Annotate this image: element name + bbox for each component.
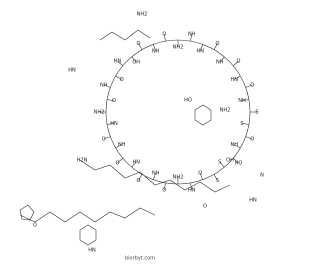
side-chain-label: HN: [68, 68, 76, 74]
atom-label: O: [216, 41, 220, 47]
side-chain-label: NH2: [137, 12, 148, 18]
atom-label: O: [120, 77, 124, 83]
atom-label: NH: [118, 142, 126, 148]
side-chain-label: H2N: [77, 158, 88, 164]
atom-label: HN: [231, 77, 239, 83]
atom-label: S: [255, 110, 258, 116]
atom-label: O: [250, 137, 254, 143]
side-chain-label: O: [33, 223, 37, 229]
atom-label: NH2: [173, 175, 184, 181]
side-chain-label: HN: [88, 248, 96, 254]
atom-label: HN: [110, 121, 118, 127]
atom-label: NH: [238, 98, 246, 104]
atom-label: HN: [188, 187, 196, 193]
atom-label: NH: [100, 82, 108, 88]
atom-label: HN: [196, 48, 204, 54]
atom-label: S: [218, 159, 221, 165]
atom-label: NH2: [94, 110, 105, 116]
atom-label: O: [237, 59, 241, 65]
side-chain-label: O: [203, 204, 207, 210]
atom-label: HN: [132, 159, 140, 165]
side-chain-label: OH: [226, 158, 234, 164]
side-chain-label: HO: [184, 98, 192, 104]
atom-label: NH: [231, 142, 239, 148]
background: [0, 0, 281, 265]
atom-label: O: [162, 32, 166, 38]
side-chain-label: N: [260, 173, 264, 179]
atom-label: NH: [152, 171, 160, 177]
atom-label: S: [240, 121, 243, 127]
atom-label: O: [198, 171, 202, 177]
atom-label: NH2: [173, 45, 184, 51]
side-chain-label: NH2: [220, 108, 231, 114]
atom-label: OH: [132, 60, 140, 66]
atom-label: O: [102, 137, 106, 143]
side-chain-label: HN: [249, 198, 257, 204]
atom-label: S: [216, 178, 219, 184]
atom-label: O: [137, 41, 141, 47]
atom-label: O: [162, 187, 166, 193]
atom-label: HN: [114, 59, 122, 65]
atom-label: O: [137, 178, 141, 184]
atom-label: O: [250, 82, 254, 88]
watermark: biorbyt.com: [125, 256, 155, 262]
atom-label: O: [116, 160, 120, 166]
atom-label: NH: [152, 48, 160, 54]
atom-label: NH: [188, 32, 196, 38]
atom-label: NH: [216, 60, 224, 66]
atom-label: HO: [235, 160, 243, 166]
atom-label: O: [112, 98, 116, 104]
